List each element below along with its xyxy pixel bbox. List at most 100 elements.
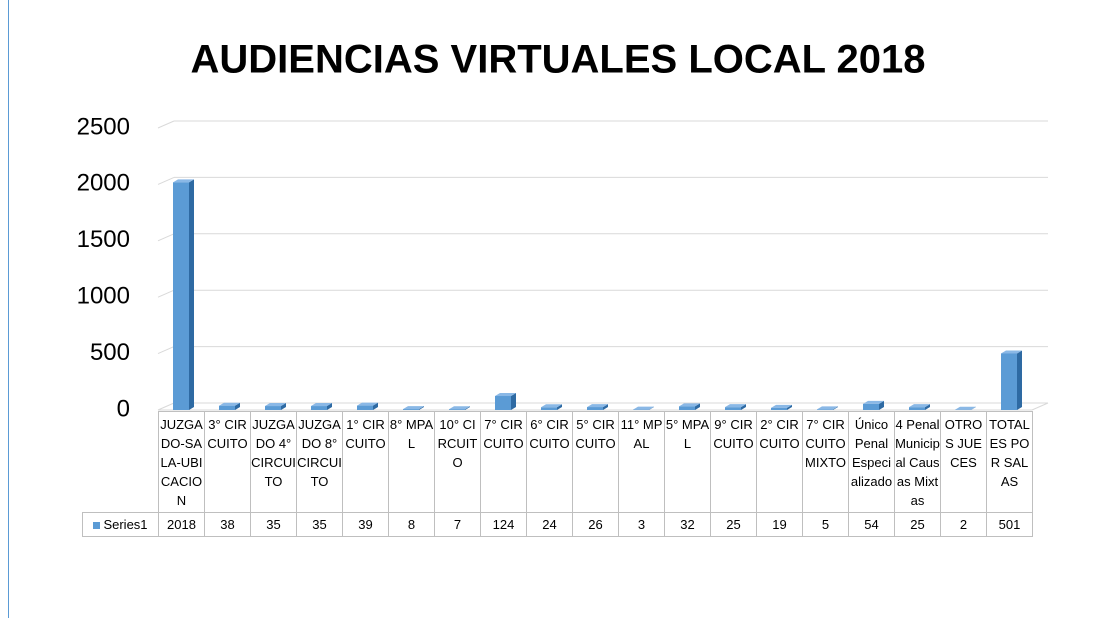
bar-top [1001,350,1022,354]
bar [357,405,373,410]
x-tick-label: 5° MPAL [664,411,711,513]
value-row: Series1 2018 38 35 35 39 8 7 124 24 26 3 32 25 19 5 54 25… [82,512,1033,537]
data-label: 35 [250,512,297,537]
x-tick-label: 7° CIRCUITO [480,411,527,513]
bar-top [265,403,286,407]
x-tick-label: Único Penal Especializado [848,411,895,513]
bar [173,182,189,410]
bar [817,409,833,410]
bar-top [357,402,378,406]
bar [311,406,327,410]
x-tick-label: 11° MPAL [618,411,665,513]
bar-side [971,406,976,410]
bar-side [649,406,654,410]
data-label: 25 [894,512,941,537]
bar-top [955,406,976,410]
bar-side [281,403,286,410]
y-tick-label: 2500 [77,113,130,140]
bar [679,406,695,410]
grid-diagonal [157,289,175,298]
x-tick-label: TOTALES POR SALAS [986,411,1033,513]
bar-side [879,400,884,410]
bar-top [771,404,792,408]
data-label: 25 [710,512,757,537]
bar [219,405,235,410]
bar-side [787,404,792,410]
data-label: 35 [296,512,343,537]
data-label: 32 [664,512,711,537]
bar-side [833,406,838,410]
bar-top [863,400,884,404]
bar-side [373,402,378,410]
bar-side [925,404,930,410]
bar-top [725,404,746,408]
grid-diagonal [157,346,175,355]
bar-side [465,406,470,410]
grid-diagonal [157,176,175,185]
bar [265,406,281,410]
chart-title: AUDIENCIAS VIRTUALES LOCAL 2018 [191,38,926,82]
bar [495,396,511,410]
data-label: 39 [342,512,389,537]
grid-diagonal [157,233,175,242]
x-tick-label: 4 Penal Municipal Causas Mixtas [894,411,941,513]
bar-side [741,404,746,410]
y-tick-label: 500 [90,339,130,366]
data-label: 26 [572,512,619,537]
y-tick-label: 2000 [77,170,130,197]
data-label: 24 [526,512,573,537]
data-table: JUZGADO-SALA-UBICACION 3° CIRCUITO JUZGADO… [82,411,1033,537]
x-tick-label: 3° CIRCUITO [204,411,251,513]
bar-top [449,406,470,410]
category-row: JUZGADO-SALA-UBICACION 3° CIRCUITO JUZGADO… [82,411,1033,513]
data-label: 2 [940,512,987,537]
x-tick-label: 2° CIRCUITO [756,411,803,513]
bar [587,407,603,410]
data-label: 5 [802,512,849,537]
data-label: 7 [434,512,481,537]
bar-top [495,393,516,397]
bar-side [1017,350,1022,410]
bar-side [557,404,562,410]
bar-top [173,179,194,183]
bar-top [403,406,424,410]
bar [449,409,465,410]
x-tick-label: 8° MPAL [388,411,435,513]
bar-side [327,403,332,410]
bar [403,409,419,410]
grid-diagonal [157,402,175,411]
legend-cell: Series1 [82,512,159,537]
data-label: 8 [388,512,435,537]
x-tick-label: 1° CIRCUITO [342,411,389,513]
legend-swatch [93,522,101,529]
bar-side [235,402,240,410]
bar-top [311,403,332,407]
bar-top [679,403,700,407]
bar-side [511,393,516,410]
floor-right [1031,402,1049,411]
bar [863,403,879,410]
x-tick-label: 7° CIRCUITO MIXTO [802,411,849,513]
bar [909,407,925,410]
data-label: 54 [848,512,895,537]
data-label: 19 [756,512,803,537]
data-label: 3 [618,512,665,537]
data-label: 501 [986,512,1033,537]
bar-top [541,404,562,408]
grid-diagonal [157,120,175,129]
bar-top [909,404,930,408]
y-tick-label: 1000 [77,283,130,310]
bar [771,407,787,410]
bar [725,407,741,410]
bar-top [587,404,608,408]
bar-side [695,403,700,410]
x-tick-label: 5° CIRCUITO [572,411,619,513]
x-tick-label: OTROS JUECES [940,411,987,513]
x-tick-label: JUZGADO-SALA-UBICACION [158,411,205,513]
legend-label: Series1 [103,517,148,532]
bar-top [219,402,240,406]
bar [1001,353,1017,410]
bar-side [189,179,194,410]
